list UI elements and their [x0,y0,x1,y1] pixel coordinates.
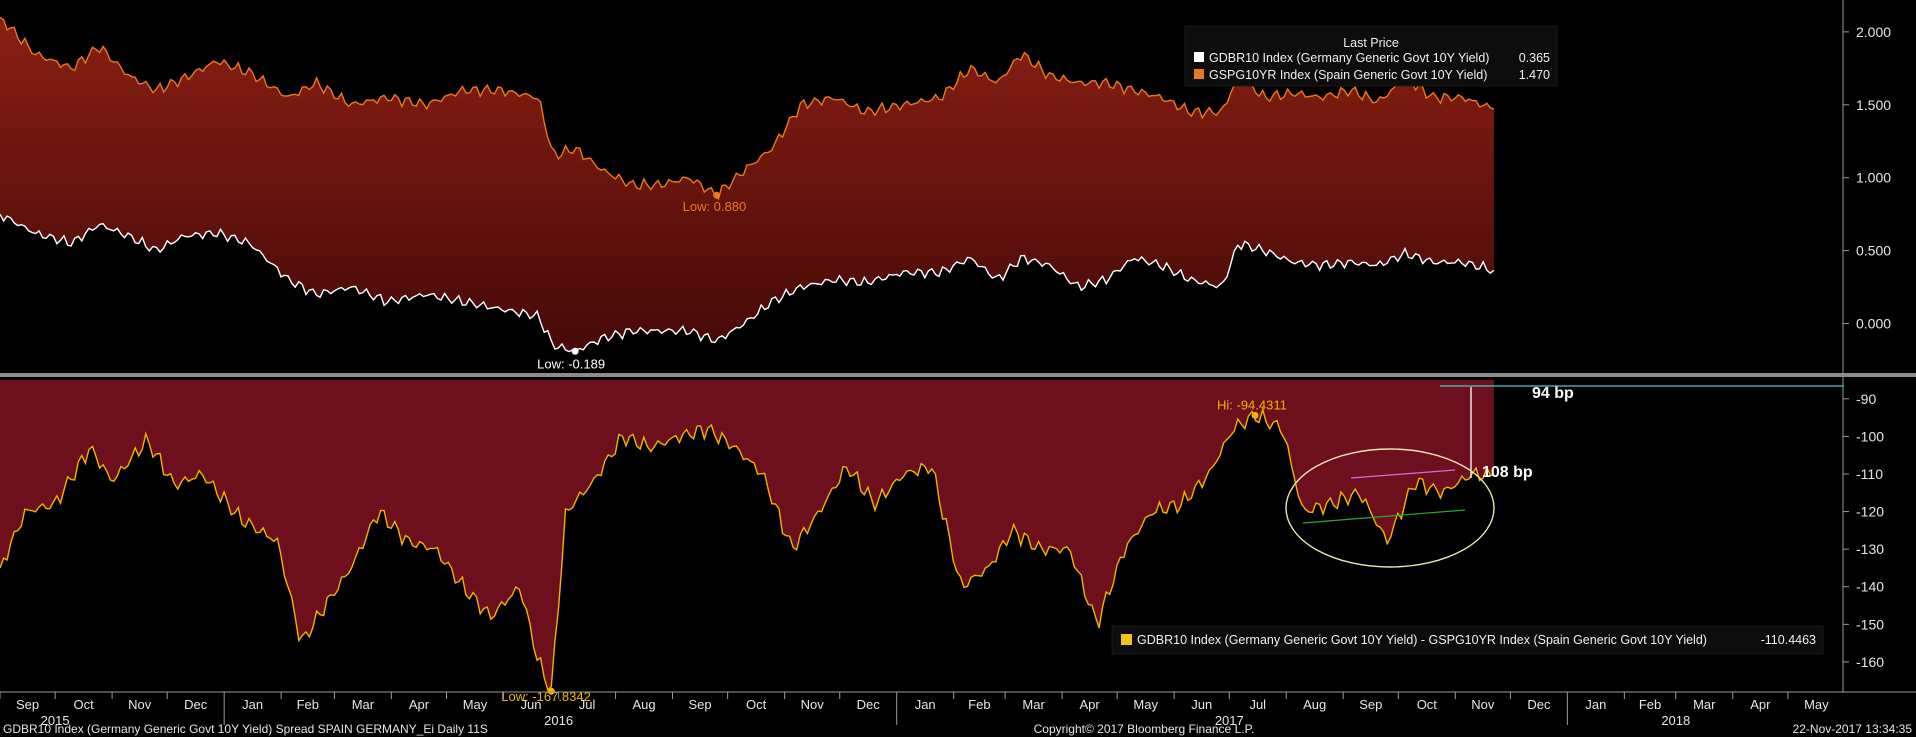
bottom-y-axis: -90 -100 -110 -120 -130 -140 -150 -160 [1843,391,1884,670]
x-month-label: Apr [409,697,430,712]
x-month-label: Mar [352,697,375,712]
legend-title: Last Price [1343,36,1399,50]
bottom-spread-panel: -90 -100 -110 -120 -130 -140 -150 -160 Hi: -94.… [0,380,1884,704]
bot-ticks-tick-label: -130 [1856,541,1884,557]
bot-ticks-tick-label: -120 [1856,504,1884,520]
lower-trend-line [1302,509,1466,524]
spread-high-label: Hi: -94.4311 [1217,397,1287,412]
x-month-label: Jan [1585,697,1606,712]
yield-band-area [0,17,1494,352]
x-month-label: Nov [128,697,152,712]
spread-low-marker [547,687,555,695]
spain-low-marker [713,191,721,199]
x-month-label: Feb [968,697,990,712]
spain-low-label: Low: 0.880 [683,199,747,214]
germany-low-marker [571,347,579,355]
footer-right: 22-Nov-2017 13:34:35 [1793,722,1913,736]
x-year-label: 2017 [1215,713,1244,728]
legend-label-spread: GDBR10 Index (Germany Generic Govt 10Y Y… [1137,633,1707,647]
legend-swatch-spread [1121,634,1132,645]
x-month-label: Jan [242,697,263,712]
bp-108-label: 108 bp [1482,464,1533,481]
x-month-label: Aug [1303,697,1326,712]
x-month-label: Mar [1022,697,1045,712]
x-month-label: Oct [746,697,767,712]
top-ticks-tick-label: 0.000 [1856,316,1891,332]
legend-label-spain: GSPG10YR Index (Spain Generic Govt 10Y Y… [1209,68,1487,82]
x-month-label: Jul [1249,697,1266,712]
x-month-label: Nov [1471,697,1495,712]
x-month-label: Jan [915,697,936,712]
top-ticks-tick-label: 1.000 [1856,170,1891,186]
top-ticks-tick-label: 1.500 [1856,97,1891,113]
x-year-label: 2016 [544,713,573,728]
x-month-label: Oct [1417,697,1438,712]
x-year-label: 2015 [41,713,70,728]
x-month-label: Feb [297,697,319,712]
legend-value-spain: 1.470 [1519,68,1550,82]
spread-line [0,407,1494,692]
x-month-label: Jul [579,697,596,712]
legend-swatch-spain [1194,69,1204,79]
spread-area [0,380,1494,690]
bottom-legend: GDBR10 Index (Germany Generic Govt 10Y Y… [1111,625,1824,655]
germany-yield-line [0,213,1495,353]
legend-label-germany: GDBR10 Index (Germany Generic Govt 10Y Y… [1209,51,1489,65]
x-month-label: Nov [801,697,825,712]
x-month-label: Jun [1191,697,1212,712]
x-month-label: Dec [1527,697,1551,712]
legend-value-germany: 0.365 [1519,51,1550,65]
top-yield-panel: 2.000 1.500 1.000 0.500 0.000 Low: 0.880 Low… [0,16,1891,371]
top-legend: Last Price GDBR10 Index (Germany Generic… [1184,25,1558,87]
legend-value-spread: -110.4463 [1761,633,1816,647]
bot-ticks-tick-label: -160 [1856,654,1884,670]
x-month-label: Aug [632,697,655,712]
x-month-label: Oct [73,697,94,712]
top-ticks-tick-label: 2.000 [1856,24,1891,40]
x-month-label: Sep [1359,697,1382,712]
x-month-label: Mar [1693,697,1716,712]
footer-left: GDBR10 Index (Germany Generic Govt 10Y Y… [3,722,488,736]
x-month-label: May [1133,697,1158,712]
highlight-ellipse [1285,448,1495,568]
x-month-label: Sep [689,697,712,712]
legend-swatch-germany [1194,52,1204,62]
footer-center: Copyright© 2017 Bloomberg Finance L.P. [1034,722,1255,736]
spread-low-label: Low: -167.8342 [501,689,591,704]
x-month-label: May [463,697,488,712]
x-month-label: Dec [184,697,208,712]
bot-ticks-tick-label: -110 [1856,466,1883,482]
bot-ticks-tick-label: -100 [1856,428,1884,444]
x-month-label: Apr [1080,697,1101,712]
bot-ticks-tick-label: -90 [1856,391,1876,407]
x-month-label: Jun [521,697,542,712]
spread-high-marker [1251,411,1259,419]
x-month-label: Sep [16,697,39,712]
x-axis: Sep Oct Nov Dec Jan Feb Mar Apr May Jun Jul Aug Sep O… [0,691,1916,728]
germany-low-label: Low: -0.189 [537,356,605,371]
panel-divider[interactable] [0,373,1916,377]
x-month-label: May [1804,697,1829,712]
x-year-label: 2018 [1661,713,1690,728]
x-month-label: Dec [857,697,881,712]
top-y-axis: 2.000 1.500 1.000 0.500 0.000 [1843,24,1891,332]
x-month-label: Feb [1639,697,1661,712]
bot-ticks-tick-label: -140 [1856,579,1884,595]
x-month-label: Apr [1750,697,1771,712]
bot-ticks-tick-label: -150 [1856,616,1884,632]
bp-94-label: 94 bp [1532,385,1574,402]
top-ticks-tick-label: 0.500 [1856,243,1891,259]
upper-trend-line [1350,469,1456,479]
